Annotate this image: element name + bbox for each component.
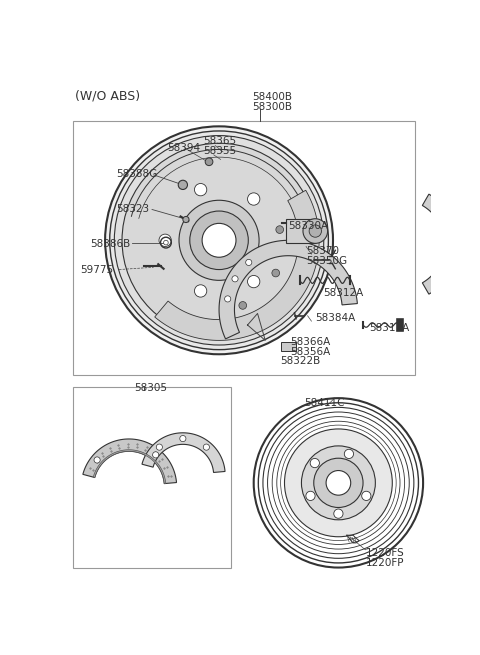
Polygon shape: [142, 433, 225, 472]
Text: 58300B: 58300B: [252, 102, 292, 112]
Text: 58366A: 58366A: [291, 337, 331, 347]
Polygon shape: [83, 439, 177, 483]
Text: 58388G: 58388G: [117, 169, 158, 179]
Text: (W/O ABS): (W/O ABS): [75, 89, 140, 102]
Circle shape: [309, 225, 322, 237]
Circle shape: [202, 223, 236, 257]
Circle shape: [248, 276, 260, 288]
Text: 58322B: 58322B: [281, 356, 321, 365]
Text: 58394: 58394: [168, 143, 201, 153]
Circle shape: [180, 436, 186, 441]
Text: 1220FS: 1220FS: [365, 548, 404, 558]
Text: 58400B: 58400B: [252, 92, 292, 102]
Circle shape: [179, 200, 259, 280]
Circle shape: [122, 143, 316, 337]
Polygon shape: [219, 240, 358, 339]
Circle shape: [164, 240, 168, 245]
Polygon shape: [155, 190, 319, 341]
Circle shape: [239, 301, 247, 309]
Text: 58365: 58365: [204, 136, 237, 146]
Text: 58370: 58370: [306, 246, 339, 257]
Bar: [286, 219, 315, 244]
Text: 58386B: 58386B: [90, 239, 131, 249]
Text: 58350G: 58350G: [306, 255, 347, 266]
Text: 58312A: 58312A: [323, 288, 363, 298]
Polygon shape: [422, 194, 458, 294]
Text: 58355: 58355: [204, 145, 237, 156]
Circle shape: [105, 126, 333, 354]
Circle shape: [303, 219, 328, 244]
Circle shape: [110, 131, 328, 350]
Circle shape: [314, 458, 363, 508]
Circle shape: [276, 226, 284, 233]
Text: 58330A: 58330A: [288, 221, 328, 231]
Circle shape: [205, 158, 213, 166]
Circle shape: [204, 444, 209, 450]
Circle shape: [232, 276, 238, 282]
Circle shape: [194, 183, 207, 196]
Circle shape: [94, 457, 100, 463]
Polygon shape: [93, 450, 166, 483]
Circle shape: [306, 491, 315, 500]
Text: 58384A: 58384A: [315, 314, 356, 324]
Circle shape: [248, 193, 260, 205]
Circle shape: [183, 216, 189, 223]
Circle shape: [326, 470, 351, 495]
Text: 58323: 58323: [117, 204, 150, 214]
Bar: [73, 386, 230, 567]
Circle shape: [344, 449, 354, 458]
Circle shape: [156, 444, 162, 450]
Circle shape: [301, 446, 375, 520]
Circle shape: [190, 211, 248, 270]
Text: 58411C: 58411C: [304, 398, 344, 408]
Bar: [73, 121, 415, 375]
Circle shape: [310, 458, 319, 468]
Bar: [281, 342, 296, 351]
Circle shape: [334, 509, 343, 518]
Circle shape: [362, 491, 371, 500]
Circle shape: [272, 269, 279, 277]
Circle shape: [225, 296, 231, 302]
Circle shape: [194, 285, 207, 297]
Circle shape: [285, 429, 392, 536]
Text: 58311A: 58311A: [369, 324, 409, 333]
Text: 58356A: 58356A: [291, 346, 331, 356]
Circle shape: [178, 180, 188, 189]
Text: 59775: 59775: [81, 265, 114, 275]
Text: 1220FP: 1220FP: [365, 557, 404, 567]
Circle shape: [114, 136, 324, 345]
Circle shape: [159, 234, 171, 246]
Text: 58305: 58305: [134, 383, 168, 393]
Circle shape: [153, 452, 159, 458]
Circle shape: [246, 259, 252, 265]
